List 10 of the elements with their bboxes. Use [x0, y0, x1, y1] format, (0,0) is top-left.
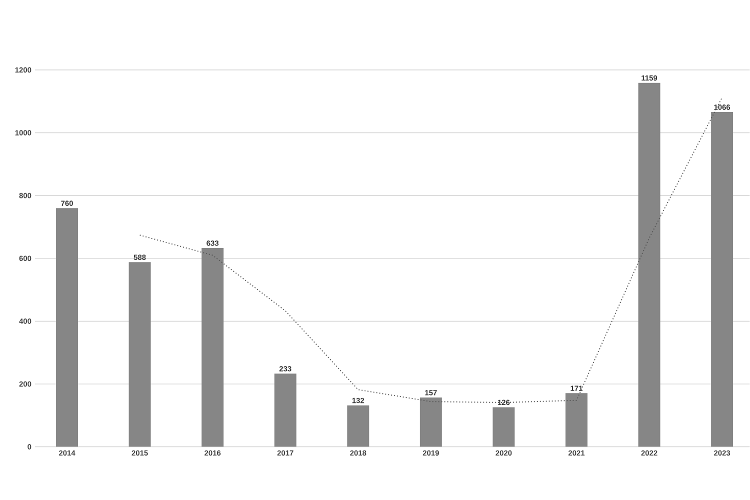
bar: [638, 82, 660, 447]
bar: [492, 407, 515, 447]
bar: [128, 262, 151, 447]
bar: [274, 374, 296, 447]
bar: [347, 405, 370, 447]
bar: [202, 248, 224, 447]
bar: [565, 393, 588, 447]
bar: [420, 398, 442, 447]
bar: [56, 208, 78, 447]
bar: [711, 112, 734, 447]
